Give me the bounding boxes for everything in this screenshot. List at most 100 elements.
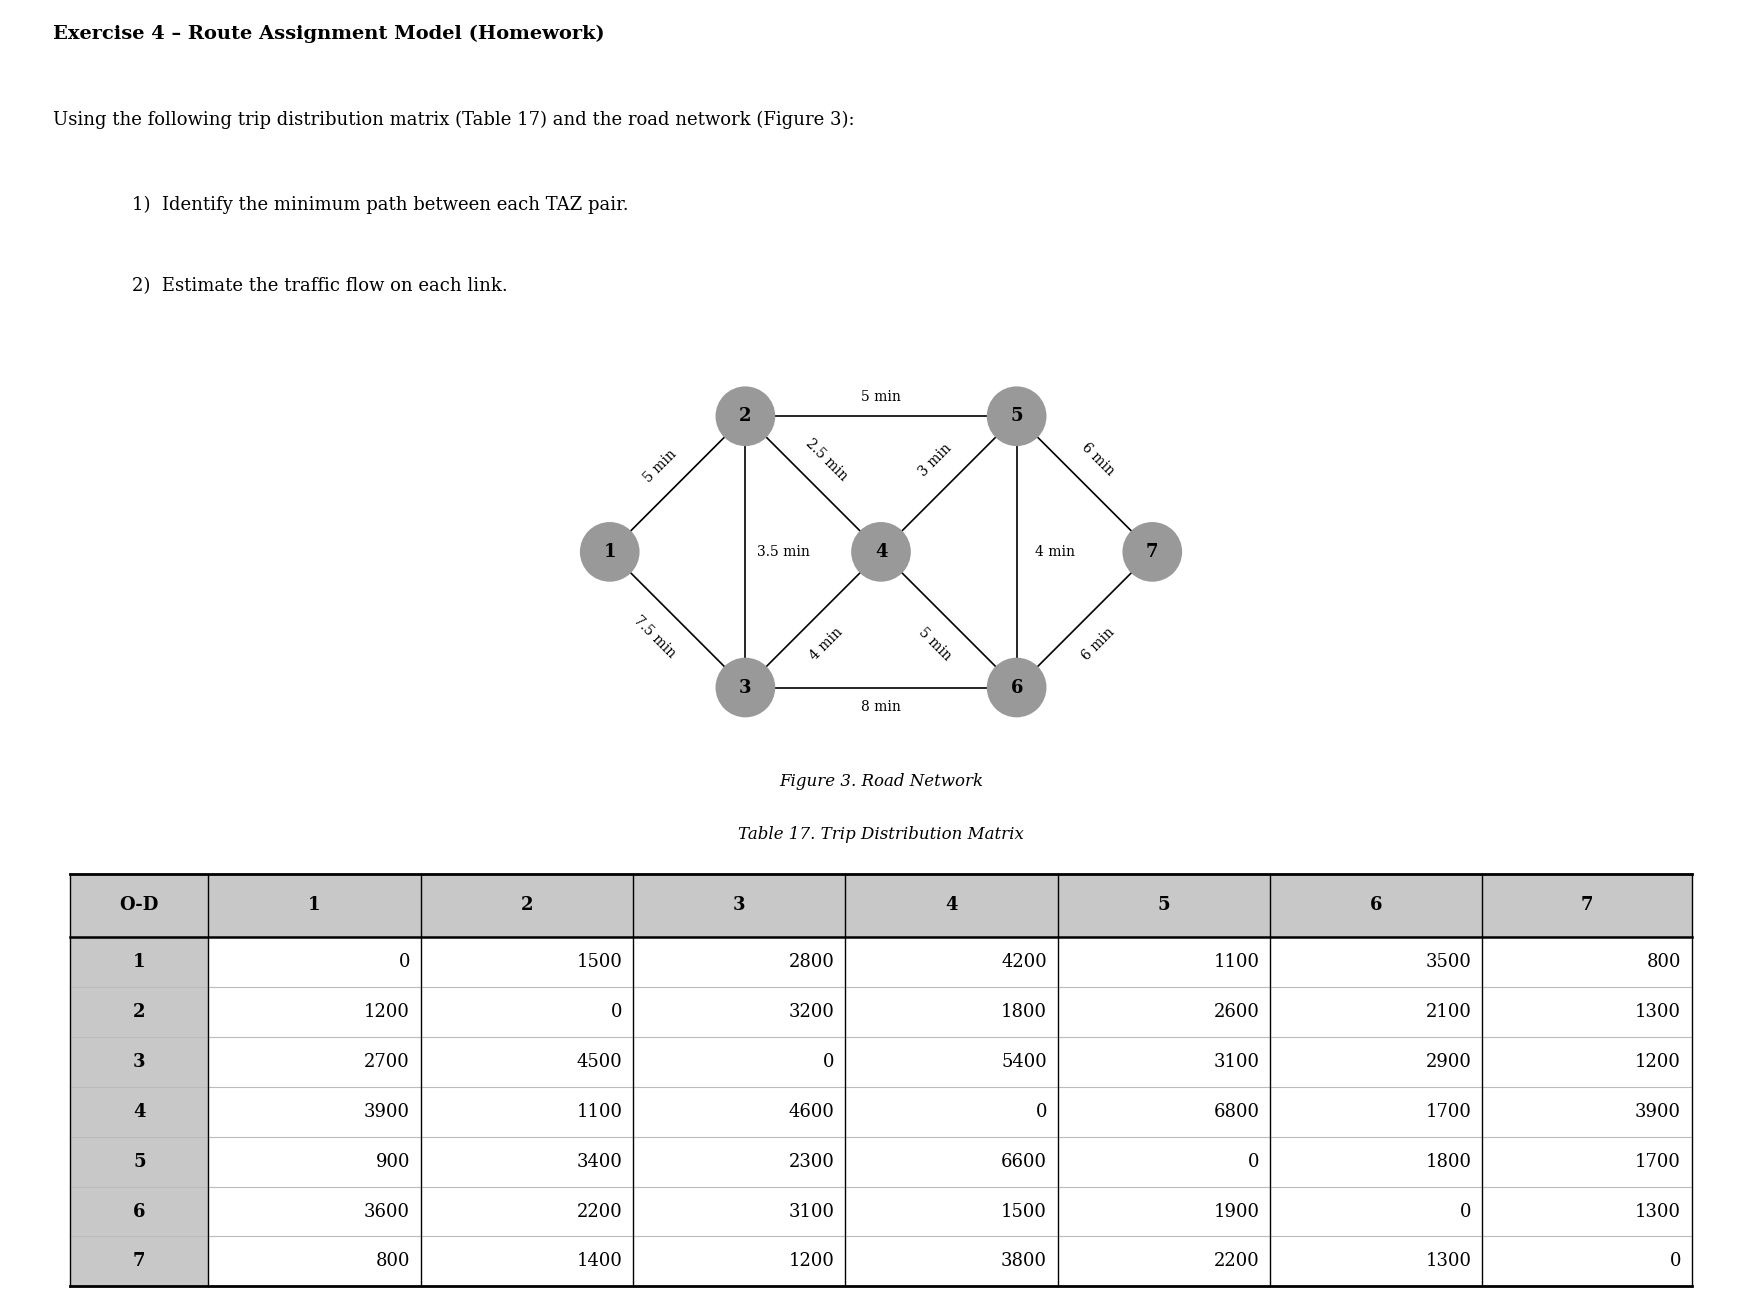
Text: 2600: 2600	[1214, 1003, 1260, 1021]
Text: 0: 0	[1247, 1152, 1260, 1171]
Text: 3: 3	[738, 678, 752, 696]
Text: 2900: 2900	[1425, 1053, 1471, 1071]
Text: 1800: 1800	[1425, 1152, 1471, 1171]
Bar	[70, 1137, 1692, 1187]
Text: 6800: 6800	[1214, 1102, 1260, 1121]
Text: 3500: 3500	[1425, 953, 1471, 971]
Text: 8 min: 8 min	[862, 699, 900, 714]
Text: 1: 1	[134, 953, 146, 971]
Text: 1900: 1900	[1214, 1202, 1260, 1221]
Text: 3200: 3200	[789, 1003, 835, 1021]
Circle shape	[987, 658, 1047, 717]
Text: 0: 0	[1669, 1252, 1681, 1271]
Text: 4: 4	[134, 1102, 146, 1121]
Text: 3100: 3100	[789, 1202, 835, 1221]
Text: 5: 5	[1158, 896, 1170, 915]
Text: 1)  Identify the minimum path between each TAZ pair.: 1) Identify the minimum path between eac…	[132, 196, 629, 214]
Bar	[70, 987, 1692, 1037]
Text: 4 min: 4 min	[1034, 545, 1075, 558]
Text: 3900: 3900	[1635, 1102, 1681, 1121]
Text: 2)  Estimate the traffic flow on each link.: 2) Estimate the traffic flow on each lin…	[132, 277, 507, 296]
Text: 2: 2	[520, 896, 534, 915]
Text: 3: 3	[134, 1053, 146, 1071]
Text: 1200: 1200	[1635, 1053, 1681, 1071]
Bar	[70, 1236, 208, 1286]
Text: 6: 6	[1371, 896, 1383, 915]
Text: 6 min: 6 min	[1078, 625, 1117, 664]
Text: 6: 6	[134, 1202, 146, 1221]
Circle shape	[851, 522, 911, 582]
Bar	[70, 1087, 208, 1137]
Text: 2: 2	[738, 407, 752, 426]
Bar	[70, 987, 208, 1037]
Text: 7: 7	[1145, 543, 1159, 561]
Text: 1700: 1700	[1425, 1102, 1471, 1121]
Bar	[70, 937, 1692, 987]
Text: 2300: 2300	[789, 1152, 835, 1171]
Text: Exercise 4 – Route Assignment Model (Homework): Exercise 4 – Route Assignment Model (Hom…	[53, 25, 604, 43]
Text: 900: 900	[375, 1152, 411, 1171]
Bar	[70, 1137, 208, 1187]
Text: 4500: 4500	[576, 1053, 622, 1071]
Text: 4: 4	[944, 896, 959, 915]
Text: 1200: 1200	[365, 1003, 411, 1021]
Circle shape	[987, 386, 1047, 445]
Text: 3: 3	[733, 896, 745, 915]
Text: 3900: 3900	[365, 1102, 411, 1121]
Text: 7: 7	[1581, 896, 1593, 915]
Bar	[70, 1236, 1692, 1286]
Text: 0: 0	[398, 953, 411, 971]
Text: 1400: 1400	[576, 1252, 622, 1271]
Text: 1100: 1100	[1214, 953, 1260, 971]
Circle shape	[715, 386, 775, 445]
Text: 2700: 2700	[365, 1053, 411, 1071]
Text: 3100: 3100	[1214, 1053, 1260, 1071]
Text: 5400: 5400	[1001, 1053, 1047, 1071]
Text: 1500: 1500	[1001, 1202, 1047, 1221]
Text: 5 min: 5 min	[641, 447, 678, 485]
Text: 4: 4	[874, 543, 888, 561]
Text: 2.5 min: 2.5 min	[803, 436, 851, 484]
Text: 6: 6	[1010, 678, 1024, 696]
Text: 1100: 1100	[576, 1102, 622, 1121]
Text: 1300: 1300	[1635, 1202, 1681, 1221]
Circle shape	[715, 658, 775, 717]
Text: 2800: 2800	[789, 953, 835, 971]
Text: 6600: 6600	[1001, 1152, 1047, 1171]
Text: 5: 5	[134, 1152, 146, 1171]
Text: 5 min: 5 min	[916, 625, 955, 664]
Bar	[70, 1087, 1692, 1137]
Text: 1200: 1200	[789, 1252, 835, 1271]
Text: 1500: 1500	[576, 953, 622, 971]
Text: Figure 3. Road Network: Figure 3. Road Network	[779, 774, 983, 790]
Text: 0: 0	[611, 1003, 622, 1021]
Text: Using the following trip distribution matrix (Table 17) and the road network (Fi: Using the following trip distribution ma…	[53, 110, 855, 129]
Bar	[70, 937, 208, 987]
Bar	[70, 874, 1692, 937]
Text: 3800: 3800	[1001, 1252, 1047, 1271]
Text: Table 17. Trip Distribution Matrix: Table 17. Trip Distribution Matrix	[738, 827, 1024, 842]
Text: 6 min: 6 min	[1078, 440, 1117, 478]
Text: 800: 800	[375, 1252, 411, 1271]
Text: 3600: 3600	[365, 1202, 411, 1221]
Text: 1: 1	[603, 543, 617, 561]
Text: 2200: 2200	[576, 1202, 622, 1221]
Bar	[70, 1037, 1692, 1087]
Text: 2200: 2200	[1214, 1252, 1260, 1271]
Text: 1800: 1800	[1001, 1003, 1047, 1021]
Text: 2: 2	[134, 1003, 146, 1021]
Text: 0: 0	[1036, 1102, 1047, 1121]
Text: 2100: 2100	[1425, 1003, 1471, 1021]
Bar	[70, 1037, 208, 1087]
Text: 7: 7	[134, 1252, 146, 1271]
Text: 1: 1	[308, 896, 321, 915]
Circle shape	[1122, 522, 1182, 582]
Text: 1700: 1700	[1635, 1152, 1681, 1171]
Bar	[70, 1187, 208, 1236]
Text: 1300: 1300	[1635, 1003, 1681, 1021]
Text: 800: 800	[1646, 953, 1681, 971]
Text: 4 min: 4 min	[807, 625, 846, 664]
Text: O-D: O-D	[120, 896, 159, 915]
Text: 7.5 min: 7.5 min	[631, 614, 678, 661]
Text: 3400: 3400	[576, 1152, 622, 1171]
